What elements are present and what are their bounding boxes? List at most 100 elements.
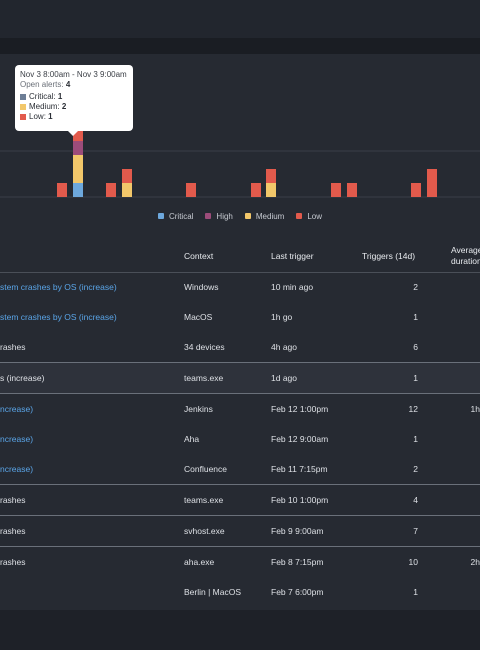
alerts-bar-chart: [0, 127, 480, 198]
last-trigger-cell: 10 min ago: [271, 282, 314, 292]
tooltip-title: Nov 3 8:00am - Nov 3 9:00am: [20, 70, 127, 79]
alert-name-link[interactable]: stem crashes by OS (increase): [0, 282, 117, 292]
legend-item-critical[interactable]: Critical: [157, 211, 194, 221]
bottom-bar: [0, 610, 480, 650]
average-duration-cell: [450, 485, 480, 515]
table-row[interactable]: rashes 34 devices 4h ago 6: [0, 332, 480, 362]
table-row[interactable]: ncrease) Confluence Feb 11 7:15pm 2: [0, 454, 480, 484]
alert-name: rashes: [0, 342, 26, 352]
context-cell: teams.exe: [184, 373, 224, 383]
bar-segment-low[interactable]: [122, 169, 132, 183]
triggers-cell: 1: [413, 373, 418, 383]
last-trigger-cell: Feb 12 9:00am: [271, 434, 329, 444]
medium-swatch: [20, 104, 26, 110]
alert-name: rashes: [0, 526, 26, 536]
legend-label: Medium: [255, 211, 285, 221]
legend-item-low[interactable]: Low: [296, 212, 322, 221]
legend-label: High: [216, 211, 233, 221]
average-duration-cell: [450, 424, 480, 454]
tooltip-row-value: 1: [48, 112, 53, 121]
bar-segment-low[interactable]: [186, 183, 196, 197]
table-row[interactable]: ncrease) Aha Feb 12 9:00am 1: [0, 424, 480, 454]
context-cell: Confluence: [184, 464, 228, 474]
last-trigger-cell: 4h ago: [271, 342, 297, 352]
legend-item-medium[interactable]: Medium: [244, 211, 285, 221]
triggers-cell: 4: [413, 495, 418, 505]
alert-name-link[interactable]: stem crashes by OS (increase): [0, 312, 117, 322]
bar-segment-low[interactable]: [427, 183, 437, 197]
tooltip-arrow: [68, 131, 78, 136]
bars-group: [57, 127, 437, 197]
table-row[interactable]: rashes aha.exe Feb 8 7:15pm 10 2h: [0, 546, 480, 577]
bar-segment-critical[interactable]: [73, 183, 83, 197]
table-row[interactable]: ncrease) Jenkins Feb 12 1:00pm 12 1h: [0, 393, 480, 424]
legend-label: Critical: [168, 211, 194, 221]
alert-name: s (increase): [0, 373, 45, 383]
triggers-cell: 2: [413, 282, 418, 292]
context-cell: Windows: [184, 282, 219, 292]
alert-name: rashes: [0, 495, 26, 505]
legend-label: Low: [307, 211, 323, 221]
table-row[interactable]: Berlin | MacOS Feb 7 6:00pm 1: [0, 577, 480, 607]
table-row[interactable]: s (increase) teams.exe 1d ago 1: [0, 362, 480, 393]
table-row[interactable]: rashes svhost.exe Feb 9 9:00am 7: [0, 515, 480, 546]
tooltip-open-alerts: Open alerts: 4: [20, 80, 128, 90]
header-average-line2: duration: [451, 256, 480, 266]
top-divider: [0, 38, 480, 54]
header-average-duration[interactable]: Average duration: [451, 240, 480, 272]
tooltip-open-value: 4: [65, 80, 71, 89]
legend-swatch: [244, 213, 251, 219]
context-cell: 34 devices: [184, 342, 225, 352]
last-trigger-cell: Feb 12 1:00pm: [271, 404, 329, 414]
table-row[interactable]: stem crashes by OS (increase) MacOS 1h go 1: [0, 302, 480, 332]
last-trigger-cell: 1d ago: [271, 373, 297, 383]
alert-name-link[interactable]: ncrease): [0, 464, 34, 474]
legend-swatch: [157, 213, 164, 219]
table-row[interactable]: stem crashes by OS (increase) Windows 10 m…: [0, 272, 480, 302]
bar-segment-medium[interactable]: [122, 183, 132, 197]
bar-segment-low[interactable]: [331, 183, 341, 197]
average-duration-cell: [450, 454, 480, 484]
last-trigger-cell: 1h go: [271, 312, 293, 322]
tooltip-row-value: 1: [57, 92, 63, 101]
alert-name-link[interactable]: ncrease): [0, 434, 34, 444]
bar-segment-medium[interactable]: [266, 183, 276, 197]
average-duration-cell: [450, 577, 480, 607]
bar-segment-low[interactable]: [427, 169, 437, 183]
chart-legend: Critical High Medium Low: [0, 207, 480, 225]
bar-segment-high[interactable]: [73, 141, 83, 155]
tooltip-row-medium: Medium: 2: [20, 102, 128, 112]
bar-segment-low[interactable]: [251, 183, 261, 197]
context-cell: aha.exe: [184, 557, 215, 567]
bar-segment-medium[interactable]: [73, 155, 83, 183]
average-duration-cell: [450, 363, 480, 393]
header-triggers[interactable]: Triggers (14d): [362, 251, 416, 261]
legend-swatch: [205, 213, 212, 219]
triggers-cell: 10: [408, 557, 418, 567]
last-trigger-cell: Feb 9 9:00am: [271, 526, 324, 536]
last-trigger-cell: Feb 10 1:00pm: [271, 495, 329, 505]
context-cell: Berlin | MacOS: [184, 587, 242, 597]
tooltip-row-label: Medium: [29, 102, 58, 111]
alert-name-link[interactable]: ncrease): [0, 404, 34, 414]
header-last-trigger[interactable]: Last trigger: [271, 251, 314, 261]
alert-name: rashes: [0, 557, 26, 567]
table-row[interactable]: rashes teams.exe Feb 10 1:00pm 4: [0, 484, 480, 515]
last-trigger-cell: Feb 11 7:15pm: [271, 464, 328, 474]
bar-segment-low[interactable]: [106, 183, 116, 197]
average-duration-cell: [450, 516, 480, 546]
average-duration-cell: [450, 302, 480, 332]
triggers-cell: 6: [413, 342, 418, 352]
bar-segment-low[interactable]: [411, 183, 421, 197]
triggers-cell: 7: [413, 526, 418, 536]
critical-swatch: [20, 94, 26, 100]
legend-item-high[interactable]: High: [205, 211, 233, 221]
alerts-table-body: stem crashes by OS (increase) Windows 10 m…: [0, 272, 480, 607]
context-cell: MacOS: [184, 312, 213, 322]
bar-segment-low[interactable]: [73, 127, 83, 141]
header-context[interactable]: Context: [184, 251, 214, 261]
bar-segment-low[interactable]: [266, 169, 276, 183]
bar-segment-low[interactable]: [347, 183, 357, 197]
tooltip-row-low: Low: 1: [20, 112, 128, 122]
bar-segment-low[interactable]: [57, 183, 67, 197]
